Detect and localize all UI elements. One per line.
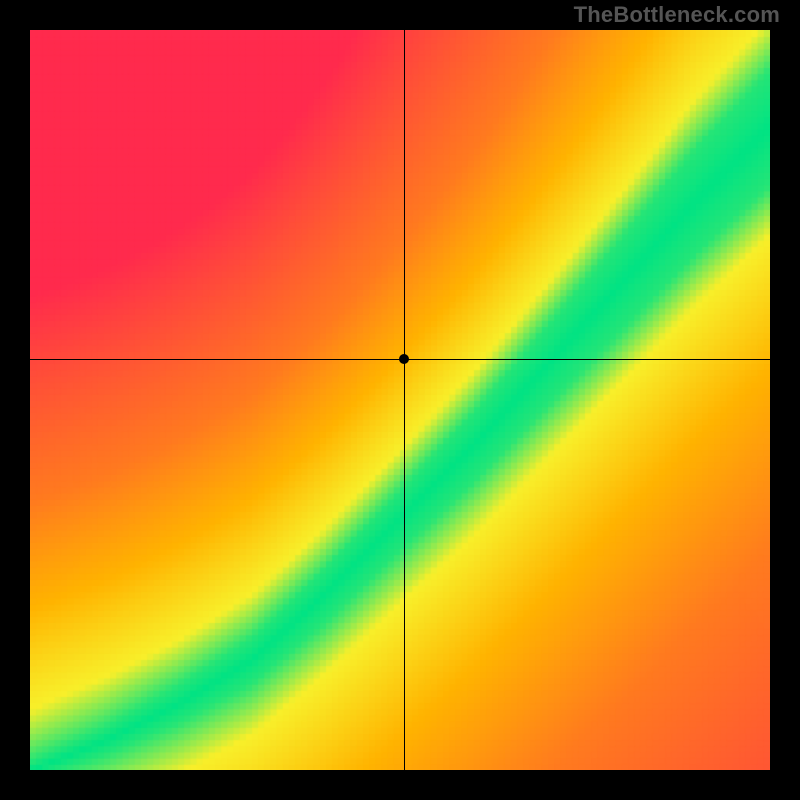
watermark-text: TheBottleneck.com (574, 2, 780, 28)
crosshair-vertical (404, 30, 405, 770)
crosshair-marker (399, 354, 409, 364)
plot-frame (30, 30, 770, 770)
heatmap-canvas (30, 30, 770, 770)
chart-container: TheBottleneck.com (0, 0, 800, 800)
